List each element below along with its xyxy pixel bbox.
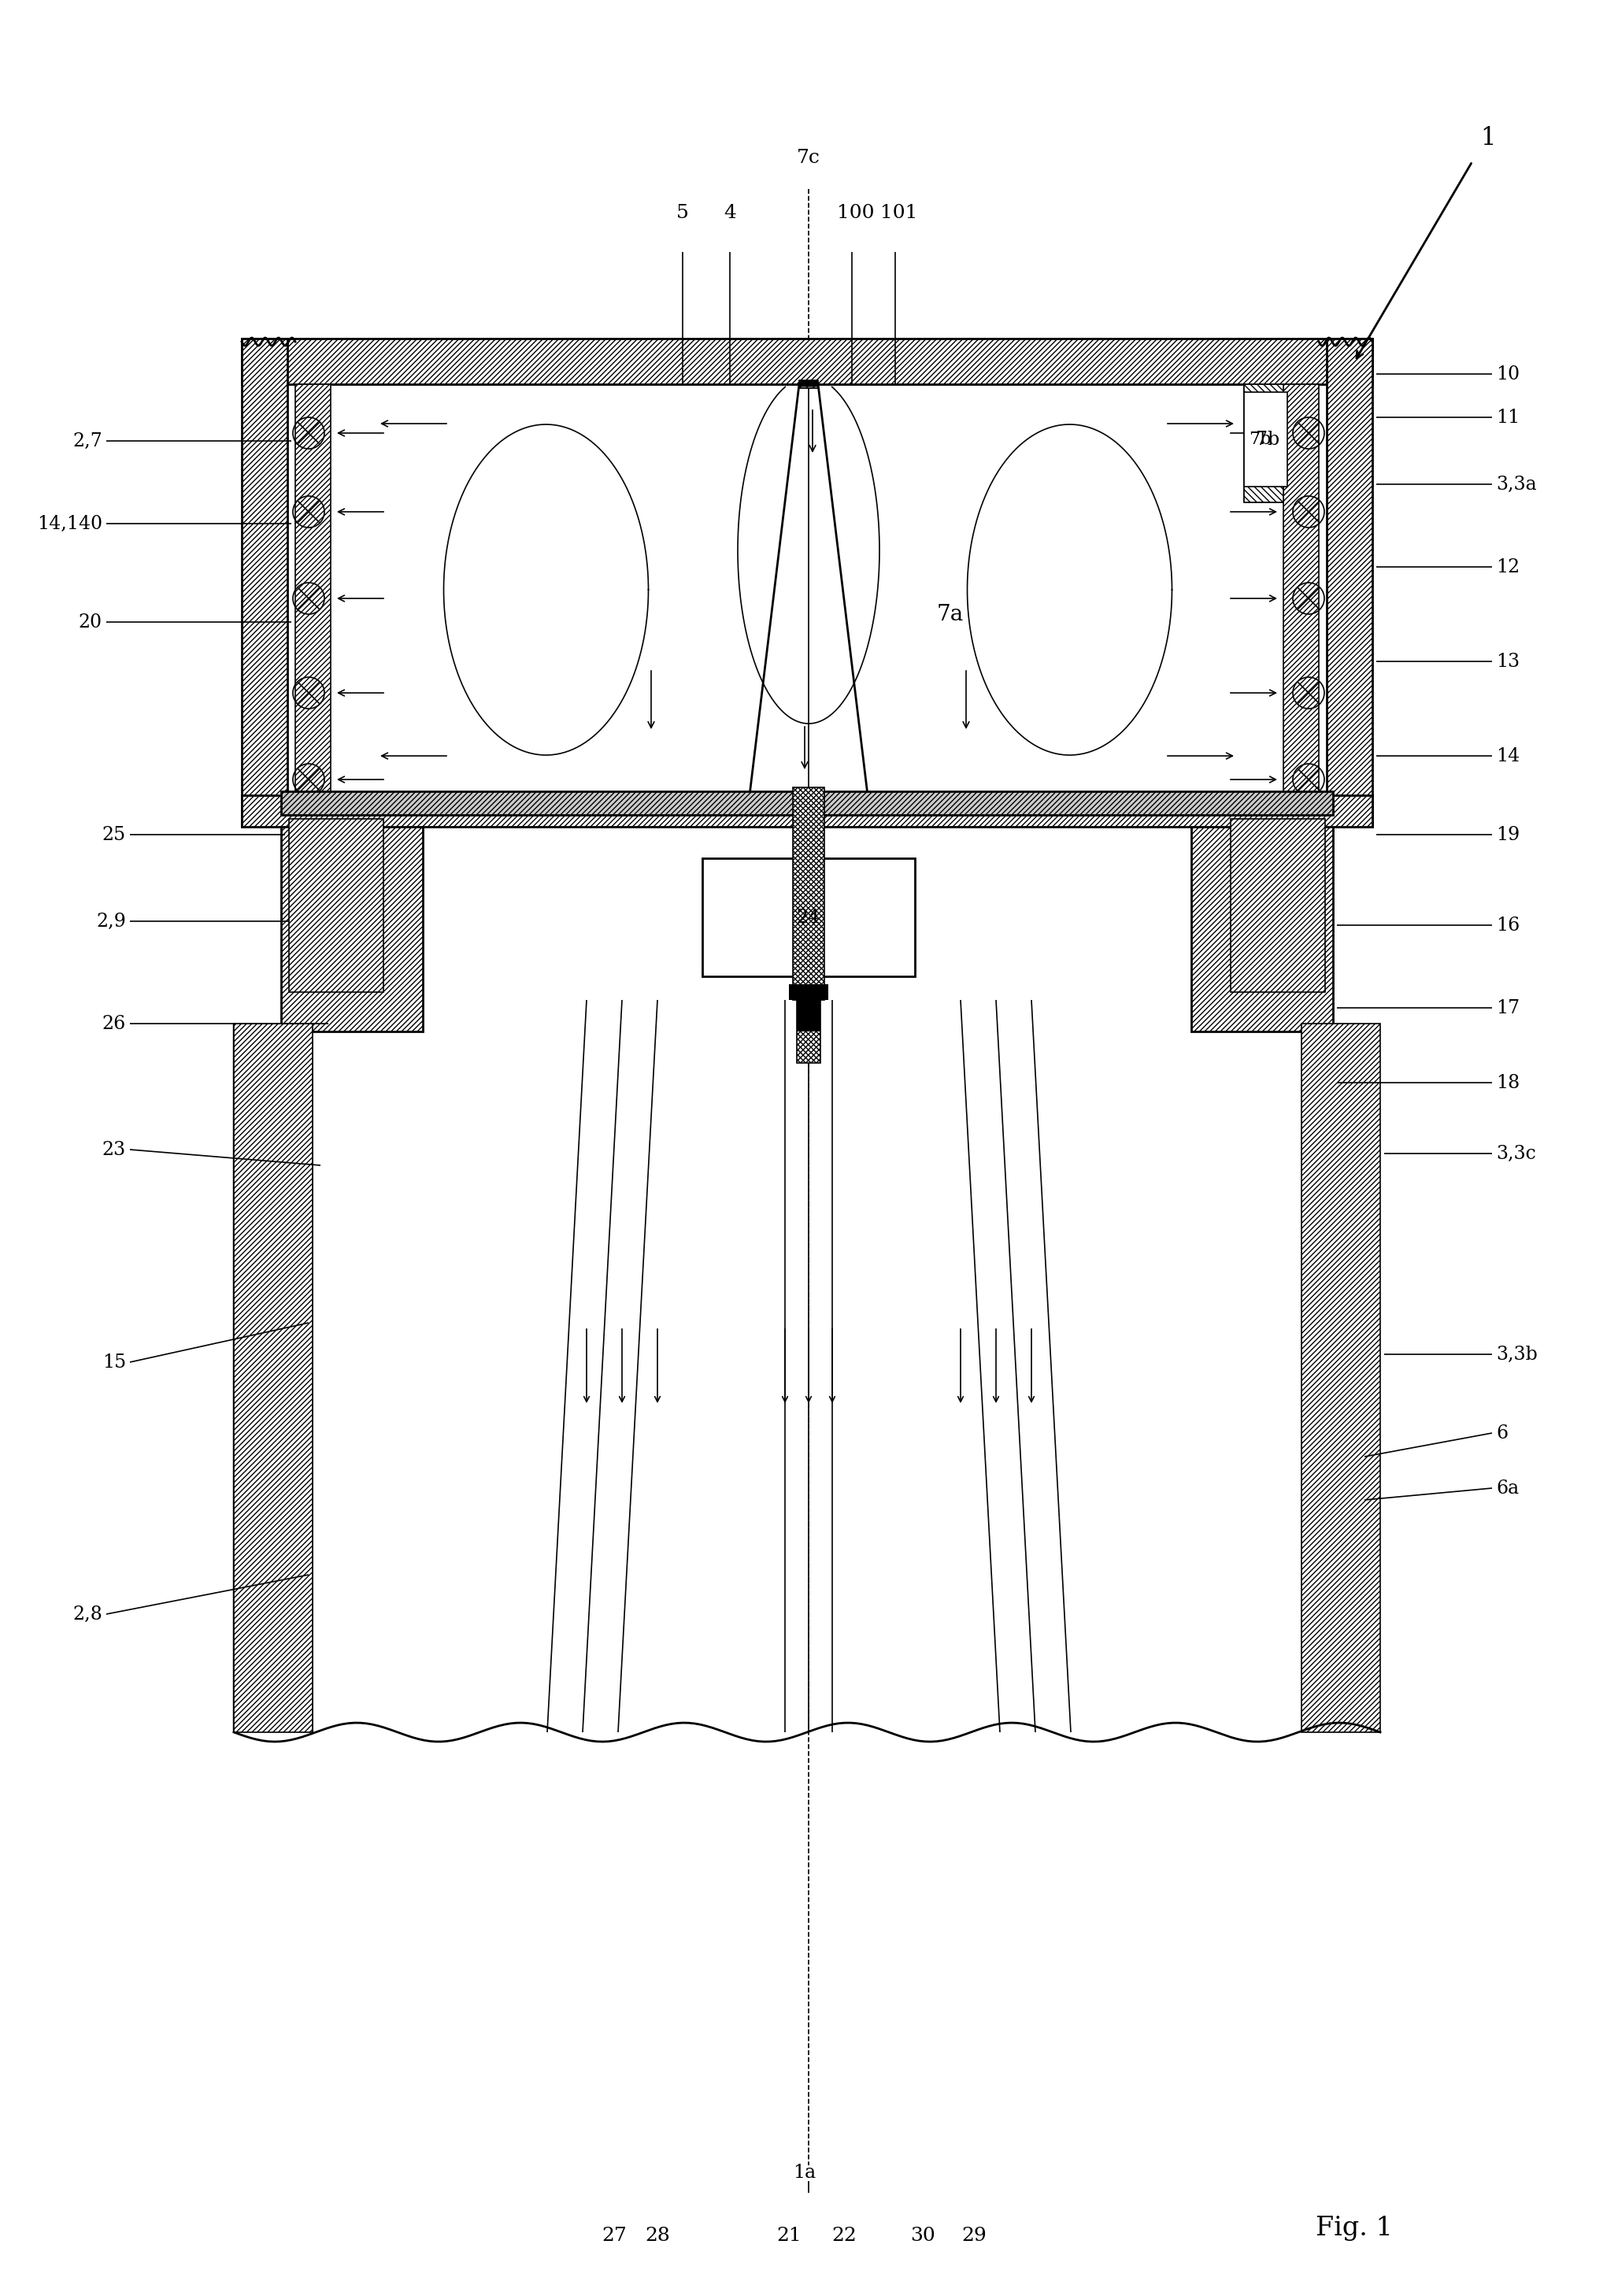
Bar <box>241 338 1372 383</box>
Bar <box>799 381 819 386</box>
Bar <box>799 381 819 388</box>
Text: 2,9: 2,9 <box>95 912 126 930</box>
Text: 3,3c: 3,3c <box>1497 1143 1535 1162</box>
Text: 27: 27 <box>602 2227 626 2245</box>
Bar <box>241 794 1372 827</box>
Text: 7b: 7b <box>1249 432 1272 448</box>
Bar <box>796 1001 820 1063</box>
Text: 101: 101 <box>880 204 917 223</box>
Text: 7a: 7a <box>937 604 964 625</box>
Text: 25: 25 <box>102 827 126 843</box>
Text: 16: 16 <box>1497 916 1519 934</box>
Text: 28: 28 <box>646 2227 670 2245</box>
Text: 7c: 7c <box>796 149 820 168</box>
Text: 5: 5 <box>676 204 689 223</box>
Text: 14,140: 14,140 <box>37 514 102 533</box>
Text: 19: 19 <box>1497 827 1519 843</box>
Text: 6: 6 <box>1497 1424 1508 1442</box>
Text: 30: 30 <box>911 2227 935 2245</box>
Bar <box>241 338 288 827</box>
Bar <box>796 1001 820 1031</box>
Text: 22: 22 <box>832 2227 856 2245</box>
Text: 18: 18 <box>1497 1075 1519 1091</box>
Bar <box>1231 820 1325 992</box>
Text: 7b: 7b <box>1256 429 1280 448</box>
Text: 12: 12 <box>1497 558 1519 576</box>
Text: 1: 1 <box>1480 126 1495 149</box>
Bar <box>1191 794 1333 1031</box>
Bar <box>1283 383 1319 827</box>
Bar <box>290 820 383 992</box>
Bar <box>790 985 828 1001</box>
Text: 15: 15 <box>102 1352 126 1371</box>
Text: 26: 26 <box>102 1015 126 1033</box>
Text: 2,8: 2,8 <box>73 1605 102 1623</box>
Bar <box>1244 383 1283 503</box>
Bar <box>793 788 824 1001</box>
Text: 10: 10 <box>1497 365 1519 383</box>
Text: 4: 4 <box>723 204 736 223</box>
Bar <box>330 383 1283 794</box>
Text: 29: 29 <box>961 2227 987 2245</box>
Bar <box>1327 338 1372 827</box>
Bar <box>1301 1024 1380 1731</box>
Bar <box>1244 393 1288 487</box>
Text: 11: 11 <box>1497 409 1519 427</box>
Text: 23: 23 <box>102 1141 126 1159</box>
Text: 13: 13 <box>1497 652 1519 670</box>
Text: 21: 21 <box>777 2227 801 2245</box>
Text: 2,7: 2,7 <box>73 432 102 450</box>
Bar <box>702 859 914 976</box>
Text: 1a: 1a <box>793 2165 815 2181</box>
Bar <box>235 1024 312 1731</box>
Text: 24: 24 <box>796 909 820 925</box>
Bar <box>282 794 422 1031</box>
Text: 20: 20 <box>79 613 102 631</box>
Text: 17: 17 <box>1497 999 1519 1017</box>
Text: 3,3b: 3,3b <box>1497 1345 1537 1364</box>
Bar <box>282 792 1333 815</box>
Text: 14: 14 <box>1497 746 1519 765</box>
Text: 3,3a: 3,3a <box>1497 475 1537 494</box>
Text: Fig. 1: Fig. 1 <box>1315 2216 1393 2241</box>
Bar <box>294 383 330 827</box>
Text: 6a: 6a <box>1497 1479 1519 1497</box>
Text: 100: 100 <box>837 204 875 223</box>
